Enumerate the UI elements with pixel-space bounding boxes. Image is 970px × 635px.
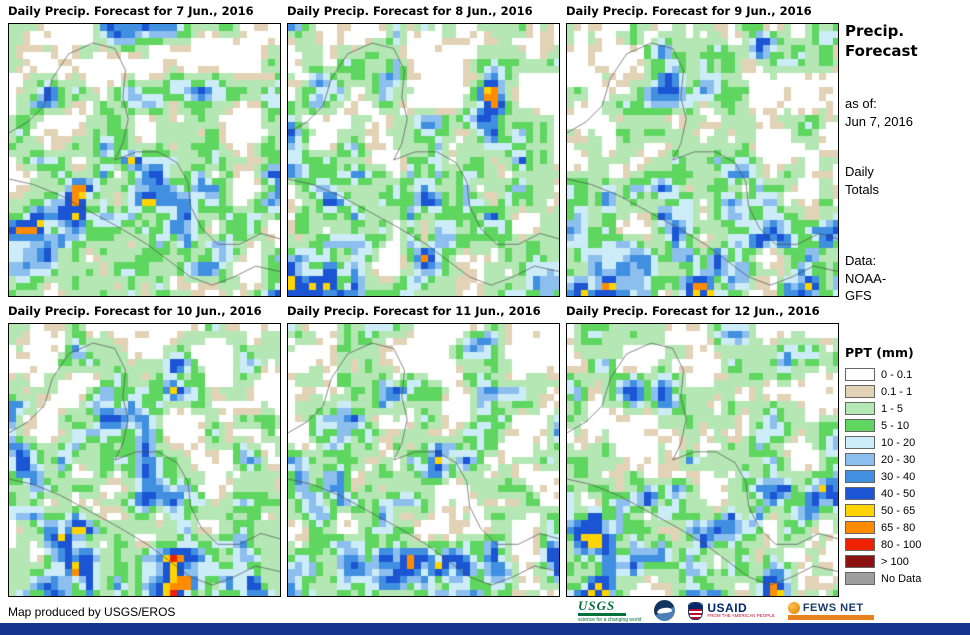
legend-row: 10 - 20 [845,434,921,451]
legend-swatch [845,538,875,551]
legend-row: 30 - 40 [845,468,921,485]
map-panel-11jun: Daily Precip. Forecast for 11 Jun., 2016 [287,304,560,597]
noaa-seagull-icon [654,600,676,621]
sidebar: Precip. Forecast as of: Jun 7, 2016 Dail… [845,0,967,635]
legend-row: 5 - 10 [845,417,921,434]
map-panel-10jun: Daily Precip. Forecast for 10 Jun., 2016 [8,304,281,597]
legend-label: 1 - 5 [881,402,904,415]
legend-label: > 100 [881,555,909,568]
legend-row: No Data [845,570,921,587]
usaid-logo: USAID FROM THE AMERICAN PEOPLE [688,601,775,620]
as-of-label: as of: [845,96,877,111]
legend-swatch [845,368,875,381]
legend-swatch [845,385,875,398]
data-source-block: Data: NOAA- GFS [845,252,886,305]
legend-row: 0 - 0.1 [845,366,921,383]
fewsnet-globe-icon [787,601,800,614]
legend-title: PPT (mm) [845,345,914,360]
data-source-line1: NOAA- [845,270,887,286]
legend-row: 50 - 65 [845,502,921,519]
usgs-tagline: science for a changing world [578,616,642,623]
legend-swatch [845,402,875,415]
map-title-11jun: Daily Precip. Forecast for 11 Jun., 2016 [287,304,541,318]
map-title-9jun: Daily Precip. Forecast for 9 Jun., 2016 [566,4,812,18]
legend-label: 65 - 80 [881,521,916,534]
map-panel-12jun: Daily Precip. Forecast for 12 Jun., 2016 [566,304,839,597]
precip-map-canvas-9jun [566,23,839,297]
map-panel-7jun: Daily Precip. Forecast for 7 Jun., 2016 [8,4,281,297]
map-credit: Map produced by USGS/EROS [8,605,176,619]
legend-swatch [845,419,875,432]
legend-row: 65 - 80 [845,519,921,536]
legend-label: 50 - 65 [881,504,916,517]
usaid-texts: USAID FROM THE AMERICAN PEOPLE [707,602,774,619]
legend-row: 1 - 5 [845,400,921,417]
map-title-12jun: Daily Precip. Forecast for 12 Jun., 2016 [566,304,820,318]
precip-map-canvas-7jun [8,23,281,297]
precip-map-canvas-12jun [566,323,839,597]
legend-label: No Data [881,572,922,585]
legend-row: > 100 [845,553,921,570]
data-source-label: Data: [845,253,877,268]
legend-swatch [845,487,875,500]
map-panel-8jun: Daily Precip. Forecast for 8 Jun., 2016 [287,4,560,297]
legend-label: 5 - 10 [881,419,910,432]
daily-totals-line2: Totals [845,181,879,197]
map-title-10jun: Daily Precip. Forecast for 10 Jun., 2016 [8,304,262,318]
legend-row: 80 - 100 [845,536,921,553]
sidebar-title-line2: Forecast [845,41,918,60]
usgs-logo: USGS science for a changing world [578,599,641,623]
legend-label: 0.1 - 1 [881,385,913,398]
legend-swatch [845,436,875,449]
usgs-wordmark: USGS [578,597,616,613]
usaid-tagline: FROM THE AMERICAN PEOPLE [707,613,775,619]
fewsnet-logo: FEWS NET [787,601,874,620]
legend-swatch [845,555,875,568]
fewsnet-wordmark: FEWS NET [802,601,864,614]
sidebar-title-line1: Precip. [845,22,905,40]
legend-row: 0.1 - 1 [845,383,921,400]
precip-map-canvas-10jun [8,323,281,597]
legend-label: 10 - 20 [881,436,916,449]
legend-label: 40 - 50 [881,487,916,500]
legend-swatch [845,470,875,483]
legend-label: 30 - 40 [881,470,916,483]
fewsnet-top: FEWS NET [787,601,864,614]
daily-totals-block: Daily Totals [845,163,879,198]
as-of-date: Jun 7, 2016 [845,113,913,129]
fewsnet-bar-icon [787,614,874,620]
map-panel-9jun: Daily Precip. Forecast for 9 Jun., 2016 [566,4,839,297]
legend-label: 20 - 30 [881,453,916,466]
legend-swatch [845,504,875,517]
usaid-wordmark: USAID [707,600,748,615]
legend-swatch [845,521,875,534]
usgs-bar-icon [578,612,626,616]
legend: PPT (mm) 0 - 0.1 0.1 - 1 1 - 5 5 - 10 10… [845,345,921,587]
noaa-logo [654,600,676,621]
legend-row: 20 - 30 [845,451,921,468]
footer-logos: USGS science for a changing world USAID … [578,598,874,623]
map-title-7jun: Daily Precip. Forecast for 7 Jun., 2016 [8,4,254,18]
daily-totals-line1: Daily [845,164,874,179]
legend-swatch [845,453,875,466]
sidebar-title: Precip. Forecast [845,22,918,61]
legend-swatch [845,572,875,585]
legend-row: 40 - 50 [845,485,921,502]
legend-label: 80 - 100 [881,538,922,551]
map-title-8jun: Daily Precip. Forecast for 8 Jun., 2016 [287,4,533,18]
bottom-blue-bar [0,623,970,635]
as-of-block: as of: Jun 7, 2016 [845,95,913,130]
usaid-shield-icon [688,601,704,620]
precip-map-canvas-8jun [287,23,560,297]
legend-label: 0 - 0.1 [881,368,913,381]
data-source-line2: GFS [845,288,872,304]
precip-map-canvas-11jun [287,323,560,597]
